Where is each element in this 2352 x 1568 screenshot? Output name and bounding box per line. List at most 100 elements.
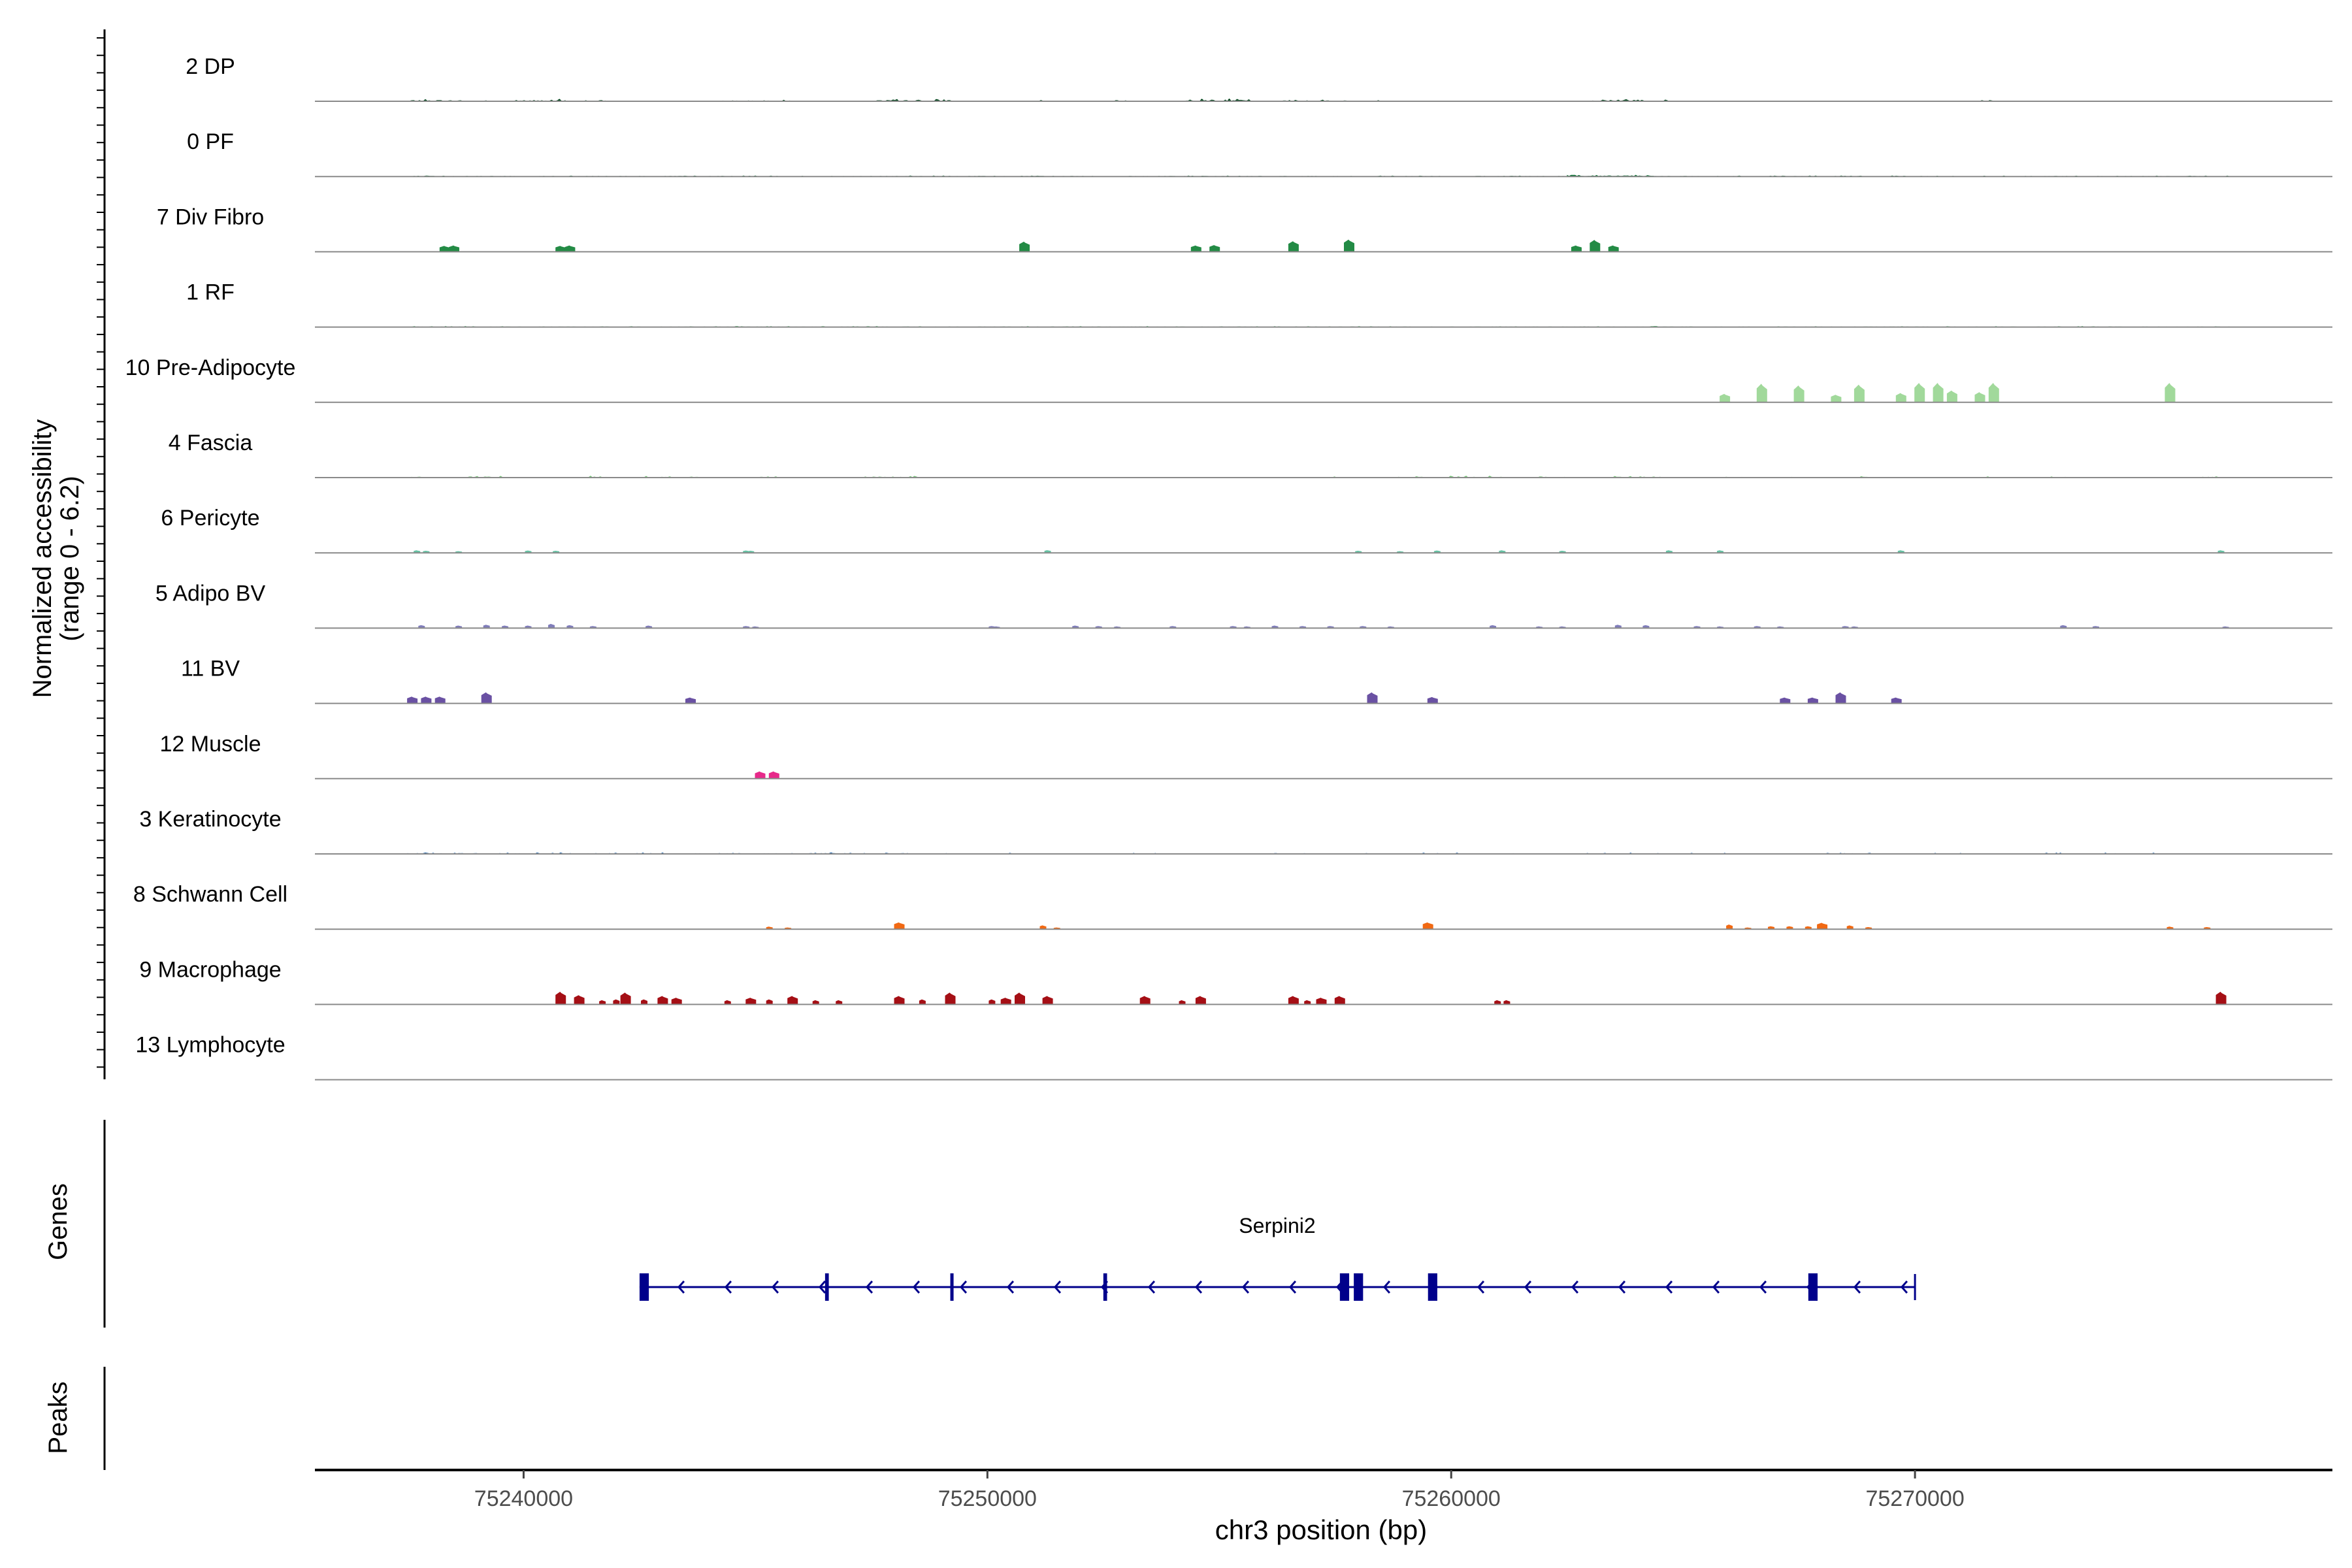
- genes-axis-label: Genes: [44, 1183, 73, 1260]
- coverage-peak: [481, 692, 492, 704]
- coverage-peak: [599, 1000, 606, 1005]
- coverage-peak: [548, 623, 555, 629]
- strand-arrow: [771, 1281, 779, 1294]
- strand-arrow: [1053, 1281, 1062, 1294]
- genes-panel: Serpini2: [103, 1120, 1916, 1328]
- track-9-macrophage: 9 Macrophage: [139, 957, 2332, 1005]
- coverage-peak: [1590, 240, 1601, 252]
- strand-arrow: [818, 1281, 826, 1294]
- strand-arrow: [1900, 1281, 1908, 1294]
- coverage-peak: [1793, 385, 1805, 402]
- coverage-peak: [1039, 925, 1047, 930]
- track-label: 6 Pericyte: [161, 506, 259, 531]
- coverage-peak: [1642, 625, 1650, 629]
- coverage-peak: [894, 922, 905, 930]
- coverage-peak: [566, 625, 574, 629]
- track-1-rf: 1 RF: [186, 280, 2332, 328]
- gene-exon: [1428, 1273, 1437, 1301]
- track-6-pericyte: 6 Pericyte: [161, 506, 2332, 554]
- coverage-peak: [1726, 924, 1733, 930]
- gene-exon: [1103, 1273, 1107, 1301]
- track-3-keratinocyte: 3 Keratinocyte: [139, 807, 2332, 855]
- gene-exon: [950, 1273, 954, 1301]
- track-label: 0 PF: [187, 129, 234, 154]
- track-label: 10 Pre-Adipocyte: [125, 355, 296, 380]
- track-label: 2 DP: [186, 54, 235, 79]
- coverage-peak: [1042, 996, 1053, 1005]
- coverage-peak: [1019, 241, 1030, 252]
- coverage-peak: [1805, 926, 1812, 930]
- coverage-peak: [894, 996, 905, 1005]
- strand-arrow: [1006, 1281, 1015, 1294]
- coverage-peak: [768, 771, 779, 779]
- track-label: 3 Keratinocyte: [139, 807, 281, 832]
- track-label: 4 Fascia: [169, 431, 253, 455]
- strand-arrow: [912, 1281, 921, 1294]
- track-13-lymphocyte: 13 Lymphocyte: [135, 1033, 2332, 1081]
- track-label: 13 Lymphocyte: [135, 1033, 285, 1058]
- coverage-peak: [439, 246, 450, 252]
- coverage-peak: [449, 245, 459, 252]
- x-tick-label: 75270000: [1865, 1486, 1964, 1511]
- coverage-peak: [421, 696, 432, 704]
- coverage-peak: [945, 992, 956, 1005]
- coverage-peak: [1988, 383, 1999, 402]
- gene-exon: [639, 1273, 649, 1301]
- coverage-peak: [1000, 998, 1011, 1005]
- gene-exon: [1354, 1273, 1364, 1301]
- coverage-peak: [766, 999, 773, 1005]
- coverage-peak: [1422, 922, 1433, 930]
- coverage-peak: [2215, 992, 2227, 1005]
- y-axis-range-label: (range 0 - 6.2): [56, 476, 84, 641]
- coverage-peak: [755, 771, 766, 779]
- strand-arrow: [1712, 1281, 1720, 1294]
- track-2-dp: 2 DP: [186, 54, 2332, 102]
- coverage-peak: [1367, 692, 1378, 704]
- x-tick-label: 75240000: [474, 1486, 573, 1511]
- coverage-peak: [812, 1000, 819, 1005]
- coverage-peak: [724, 1000, 731, 1005]
- strand-arrow: [1147, 1281, 1156, 1294]
- track-8-schwann-cell: 8 Schwann Cell: [133, 882, 2332, 930]
- track-label: 1 RF: [186, 280, 235, 305]
- coverage-peak: [2164, 383, 2176, 402]
- strand-arrow: [1288, 1281, 1297, 1294]
- coverage-peak: [1571, 245, 1582, 252]
- coverage-peak: [1015, 992, 1025, 1005]
- y-axis-label: Normalized accessibility: [28, 419, 57, 698]
- coverage-peak: [1044, 550, 1051, 553]
- coverage-peak: [2060, 625, 2067, 629]
- coverage-peak: [1614, 625, 1622, 629]
- coverage-peak: [418, 625, 425, 629]
- coverage-peak: [641, 999, 647, 1005]
- coverage-peak: [1974, 392, 1985, 402]
- x-tick-label: 75260000: [1402, 1486, 1501, 1511]
- coverage-peak: [1209, 245, 1220, 252]
- coverage-peak: [988, 999, 996, 1005]
- x-tick-label: 75250000: [938, 1486, 1037, 1511]
- normalized-accessibility-axis: [97, 29, 106, 1079]
- coverage-peak: [1933, 383, 1944, 402]
- track-12-muscle: 12 Muscle: [160, 732, 2332, 779]
- coverage-peak: [434, 696, 446, 704]
- coverage-peak: [1427, 696, 1438, 704]
- coverage-peak: [613, 999, 620, 1005]
- strand-arrow: [1194, 1281, 1203, 1294]
- gene-exon: [1808, 1273, 1818, 1301]
- coverage-peak: [1494, 1000, 1501, 1005]
- gene-exon: [1339, 1273, 1350, 1301]
- coverage-peak: [1179, 1000, 1186, 1005]
- coverage-peak: [555, 992, 566, 1005]
- coverage-peak: [745, 998, 757, 1005]
- coverage-peak: [620, 992, 631, 1005]
- coverage-peak: [1756, 384, 1767, 402]
- coverage-peak: [1190, 245, 1201, 252]
- coverage-peak: [1288, 996, 1299, 1005]
- strand-arrow: [959, 1281, 968, 1294]
- track-10-pre-adipocyte: 10 Pre-Adipocyte: [125, 355, 2332, 403]
- strand-arrow: [1571, 1281, 1579, 1294]
- coverage-peak: [685, 697, 696, 704]
- coverage-peak: [1846, 925, 1854, 930]
- strand-arrow: [1524, 1281, 1532, 1294]
